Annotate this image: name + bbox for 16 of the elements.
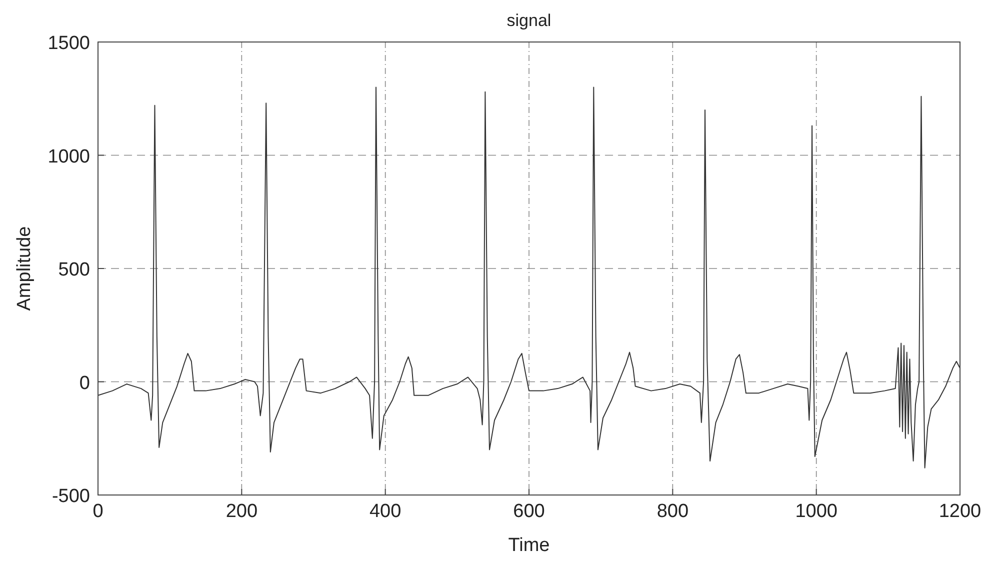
x-tick-label: 800 [656,501,689,522]
line-series [98,86,960,468]
x-tick-label: 600 [513,501,545,522]
x-tick-label: 0 [92,501,104,522]
x-tick-label: 400 [369,501,402,522]
y-tick-label: 1000 [48,146,90,168]
x-tick-label: 200 [226,501,258,522]
x-tick-label: 1000 [795,501,838,522]
chart-title: signal [506,11,552,30]
y-tick-label: 0 [79,372,90,394]
y-tick-label: 500 [58,260,90,280]
x-axis-title: Time [508,535,550,556]
y-tick-label: -500 [52,486,90,507]
y-tick-label: 1500 [48,33,90,54]
y-axis-title: Amplitude [14,226,35,311]
x-tick-label: 1200 [938,501,982,522]
